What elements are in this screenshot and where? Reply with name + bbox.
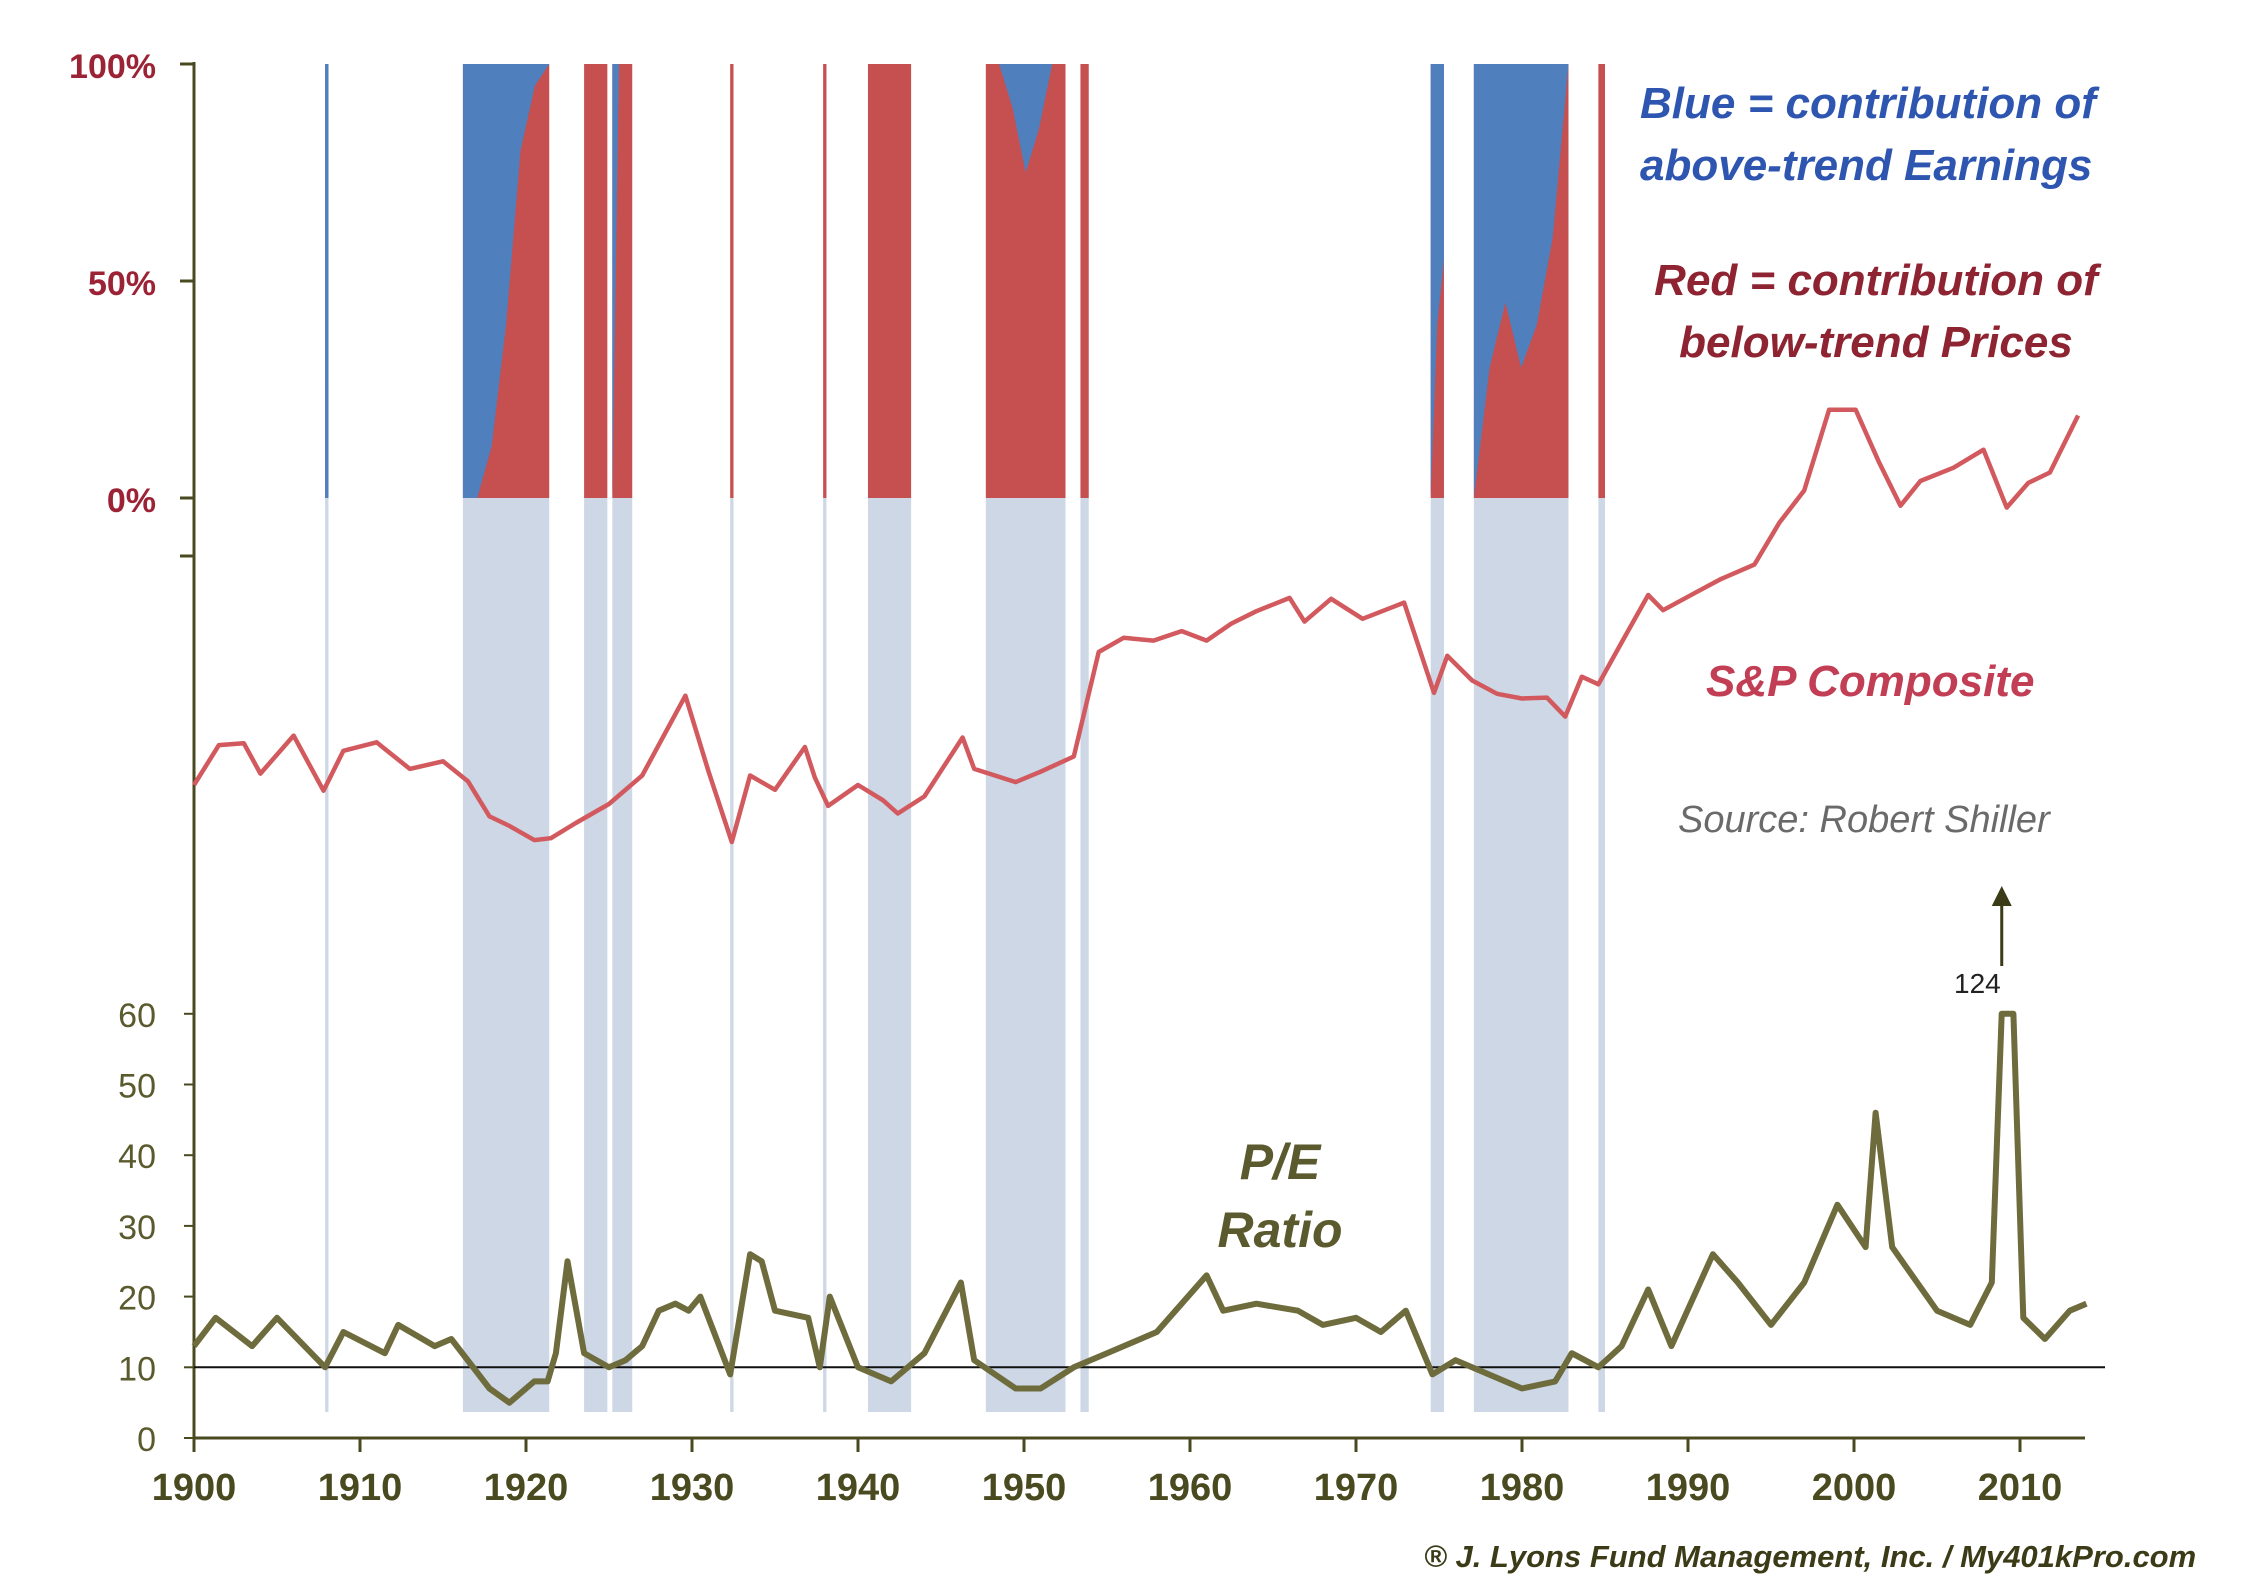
shade-band — [612, 498, 633, 1412]
pe-tick-label: 30 — [118, 1209, 156, 1247]
off-scale-value: 124 — [1954, 968, 2001, 999]
legend-red: Red = contribution of below-trend Prices — [1648, 250, 2104, 374]
contribution-blue-area — [462, 64, 550, 498]
year-tick-label: 1960 — [1148, 1467, 1233, 1509]
shade-band — [1430, 498, 1444, 1412]
shade-band — [730, 498, 734, 1412]
shade-band — [1080, 498, 1089, 1412]
legend-red-line1: Red = contribution of — [1654, 256, 2098, 305]
shade-band — [823, 498, 827, 1412]
shaded-periods — [325, 498, 1605, 1412]
pe-series-label: P/E Ratio — [1180, 1128, 1380, 1264]
pct-tick-label: 50% — [88, 265, 156, 303]
pe-tick-label: 20 — [118, 1280, 156, 1318]
contribution-red-area — [1598, 64, 1605, 498]
year-tick-label: 1970 — [1314, 1467, 1399, 1509]
contribution-blue-area — [985, 64, 1066, 173]
shade-band — [1473, 498, 1569, 1412]
tick-labels: 100% 50% 0% 0 10 20 30 40 50 60 1900 1910 1920 1930 19… — [69, 48, 2062, 1509]
pe-tick-label: 50 — [118, 1068, 156, 1106]
sp-series-label: S&P Composite — [1706, 657, 2035, 706]
contribution-red-area — [1080, 64, 1089, 498]
shade-band — [1598, 498, 1605, 1412]
axes — [180, 62, 2105, 1452]
pe-label-line1: P/E — [1239, 1134, 1321, 1190]
year-tick-label: 1990 — [1646, 1467, 1731, 1509]
credit-line: ® J. Lyons Fund Management, Inc. / My401… — [1424, 1539, 2197, 1574]
off-scale-arrow-head — [1991, 886, 2012, 906]
contribution-blue-area — [612, 64, 633, 498]
year-tick-label: 1930 — [650, 1467, 735, 1509]
legend-blue-line2: above-trend Earnings — [1640, 141, 2093, 190]
pe-ratio-line — [191, 1010, 2088, 1406]
sp-composite-line — [192, 407, 2081, 845]
year-tick-label: 2010 — [1978, 1467, 2063, 1509]
contribution-blue-area — [1473, 64, 1569, 498]
pe-label-line2: Ratio — [1217, 1202, 1343, 1258]
pct-tick-label: 100% — [69, 48, 156, 86]
year-tick-label: 2000 — [1812, 1467, 1897, 1509]
year-tick-label: 1920 — [484, 1467, 569, 1509]
off-scale-arrow — [1991, 886, 2012, 966]
pe-tick-label: 60 — [118, 997, 156, 1035]
contribution-blue-area — [325, 64, 329, 498]
pe-ratio-series — [191, 1010, 2088, 1406]
sp-composite-series — [192, 407, 2081, 845]
year-tick-label: 1940 — [816, 1467, 901, 1509]
legend-blue: Blue = contribution of above-trend Earni… — [1640, 73, 2096, 197]
pct-tick-label: 0% — [107, 482, 156, 520]
shade-band — [584, 498, 608, 1412]
contribution-red-area — [867, 64, 912, 498]
contribution-red-area — [584, 64, 608, 498]
shade-band — [867, 498, 912, 1412]
year-tick-label: 1900 — [152, 1467, 237, 1509]
pe-tick-label: 10 — [118, 1350, 156, 1388]
contribution-red-area — [823, 64, 827, 498]
pe-tick-label: 40 — [118, 1138, 156, 1176]
shade-band — [462, 498, 550, 1412]
year-tick-label: 1910 — [318, 1467, 403, 1509]
year-tick-label: 1950 — [982, 1467, 1067, 1509]
legend-red-line2: below-trend Prices — [1679, 318, 2073, 367]
shade-band — [985, 498, 1066, 1412]
year-tick-label: 1980 — [1480, 1467, 1565, 1509]
pe-tick-label: 0 — [137, 1421, 156, 1459]
shade-band — [325, 498, 329, 1412]
contribution-red-area — [730, 64, 734, 498]
legend-blue-line1: Blue = contribution of — [1640, 79, 2096, 128]
contribution-areas — [325, 64, 1605, 498]
source-label: Source: Robert Shiller — [1678, 799, 2050, 841]
contribution-blue-area — [1430, 64, 1444, 498]
